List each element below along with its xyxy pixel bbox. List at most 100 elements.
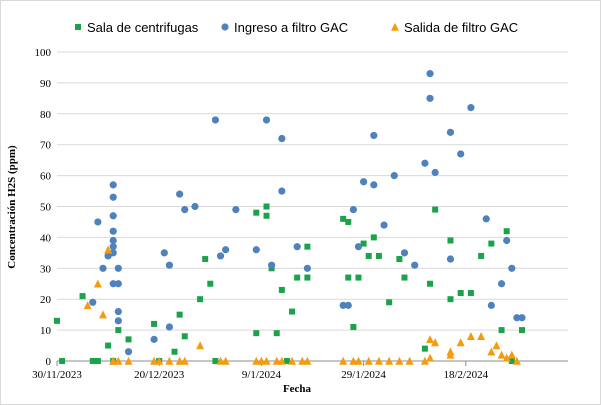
- legend-marker: [391, 22, 399, 31]
- data-point: [512, 356, 521, 365]
- data-point: [375, 252, 382, 259]
- y-tick-label: 100: [35, 47, 52, 59]
- data-point: [457, 290, 464, 297]
- x-tick-label: 9/1/2024: [242, 369, 282, 381]
- data-point: [277, 356, 286, 365]
- data-point: [396, 256, 403, 263]
- data-point: [124, 348, 133, 356]
- data-point: [89, 298, 97, 306]
- data-point: [432, 206, 439, 213]
- data-point: [289, 308, 296, 315]
- data-point: [98, 310, 107, 319]
- data-point: [216, 252, 225, 260]
- data-point: [288, 356, 297, 365]
- data-point: [222, 246, 230, 254]
- data-point: [54, 317, 60, 324]
- data-point: [181, 205, 189, 214]
- data-point: [507, 350, 516, 359]
- data-point: [93, 279, 102, 288]
- data-point: [345, 274, 352, 281]
- x-tick-label: 20/12/2023: [134, 369, 185, 381]
- data-point: [386, 299, 393, 306]
- data-point: [294, 274, 301, 281]
- data-point: [114, 280, 122, 288]
- data-point: [303, 264, 311, 272]
- legend: Sala de centrifugas Ingreso a filtro GAC S…: [75, 20, 518, 35]
- y-tick-label: 0: [46, 356, 52, 368]
- data-point: [421, 159, 429, 167]
- data-point: [94, 218, 102, 226]
- data-point: [446, 128, 455, 136]
- data-point: [447, 237, 454, 244]
- data-point: [94, 358, 101, 364]
- data-point: [109, 356, 118, 365]
- data-point: [109, 236, 117, 245]
- data-point: [109, 193, 117, 201]
- data-point: [498, 327, 505, 334]
- data-point: [180, 356, 189, 365]
- data-point: [497, 350, 506, 359]
- x-tick-label: 29/1/2024: [341, 369, 386, 381]
- y-tick-label: 30: [40, 263, 52, 275]
- x-tick-label: 30/11/2023: [32, 369, 82, 381]
- data-point: [447, 296, 454, 303]
- data-point: [513, 314, 521, 322]
- data-point: [262, 116, 271, 124]
- data-point: [374, 356, 383, 365]
- data-point: [492, 341, 501, 350]
- data-point: [421, 345, 428, 352]
- y-axis-title: Concentración H2S (ppm): [6, 145, 18, 269]
- legend-label: Ingreso a filtro GAC: [234, 20, 348, 35]
- data-point: [181, 333, 188, 340]
- data-point: [89, 358, 96, 364]
- data-point: [191, 202, 199, 211]
- data-point: [426, 94, 434, 102]
- data-point: [360, 178, 368, 186]
- data-point: [171, 348, 178, 355]
- data-point: [349, 205, 357, 214]
- data-point: [518, 314, 526, 322]
- data-point: [477, 332, 486, 341]
- data-point: [355, 274, 362, 281]
- data-point: [59, 358, 66, 364]
- data-point: [252, 246, 260, 254]
- data-point: [466, 332, 475, 341]
- y-tick-label: 10: [40, 325, 52, 337]
- data-point: [298, 356, 307, 365]
- data-point: [197, 296, 204, 303]
- data-point: [503, 236, 511, 245]
- series-square: [54, 203, 526, 364]
- data-point: [339, 301, 347, 309]
- data-point: [109, 227, 117, 235]
- data-point: [278, 187, 286, 195]
- data-point: [165, 356, 174, 365]
- data-point: [364, 356, 373, 365]
- data-point: [109, 243, 117, 251]
- data-point: [380, 221, 388, 229]
- series-triangle: [83, 245, 521, 365]
- legend-label: Salida de filtro GAC: [404, 20, 518, 35]
- y-tick-label: 50: [40, 202, 52, 214]
- data-point: [467, 104, 475, 112]
- data-point: [212, 358, 219, 364]
- data-point: [446, 255, 455, 263]
- data-point: [262, 356, 271, 365]
- data-point: [252, 356, 261, 365]
- data-point: [114, 307, 122, 316]
- data-point: [426, 70, 434, 78]
- data-point: [426, 335, 435, 344]
- data-point: [278, 286, 285, 293]
- data-point: [221, 356, 230, 365]
- data-point: [345, 218, 352, 225]
- gridlines: [57, 51, 568, 331]
- data-point: [278, 134, 286, 143]
- data-point: [467, 290, 474, 297]
- data-point: [109, 280, 117, 288]
- data-point: [385, 356, 394, 365]
- legend-entry: Ingreso a filtro GAC: [221, 20, 348, 35]
- y-tick-label: 40: [40, 232, 52, 244]
- data-point: [360, 240, 367, 247]
- data-point: [395, 356, 404, 365]
- data-point: [488, 240, 495, 247]
